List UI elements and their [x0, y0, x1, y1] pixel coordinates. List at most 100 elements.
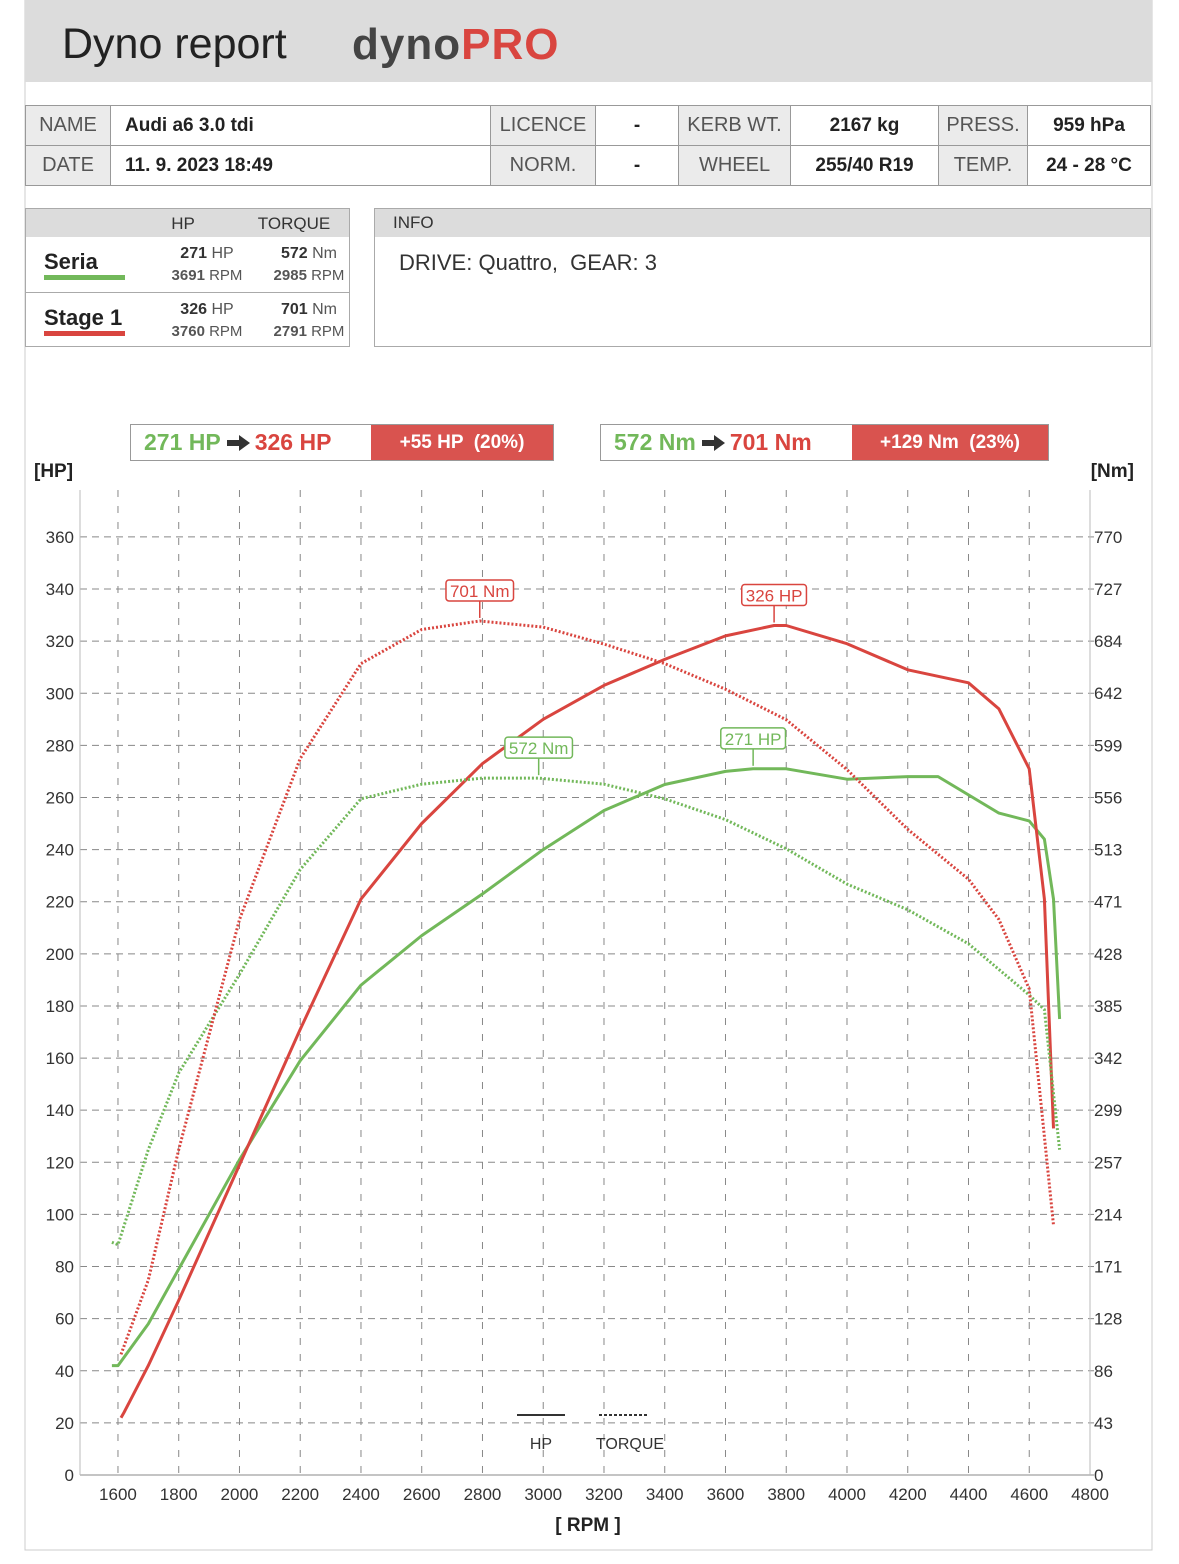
x-tick-label: 4600 [1010, 1485, 1048, 1504]
comparison-from: 271 HP [144, 429, 221, 455]
arrow [701, 434, 725, 451]
peak-number: 271 [180, 245, 207, 262]
x-tick-label: 2400 [342, 1485, 380, 1504]
y2-tick-label: 471 [1094, 893, 1122, 912]
hp-line [119, 624, 1055, 1419]
series-swatch [44, 275, 125, 280]
annotation-box [720, 727, 787, 750]
brand-pro: PRO [461, 20, 560, 69]
x-tick-label: 4000 [828, 1485, 866, 1504]
peak-unit: HP [211, 245, 234, 262]
vehicle-value: 24 - 28 °C [1027, 145, 1151, 186]
y-tick-label: 340 [46, 580, 74, 599]
series-swatch [44, 331, 125, 336]
vehicle-row: NAME Audi a6 3.0 tdi LICENCE - KERB WT. 2167 … [25, 105, 1151, 146]
y2-tick-label: 0 [1094, 1466, 1103, 1485]
vehicle-label: TEMP. [938, 145, 1028, 186]
x-tick-label: 3800 [767, 1485, 805, 1504]
peak-rpm: 2985 RPM [254, 267, 364, 284]
rpm-number: 2791 [273, 323, 307, 340]
comparison-box: 572 Nm 701 Nm +129 Nm (23%) [600, 424, 1049, 461]
y-tick-label: 200 [46, 945, 74, 964]
vehicle-label: NAME [25, 105, 111, 146]
annotation-label: 572 Nm [509, 739, 569, 758]
comparison-to: 701 Nm [729, 429, 812, 455]
peak-value: 326 HP [152, 301, 262, 319]
y2-tick-label: 770 [1094, 528, 1122, 547]
peak-unit: HP [211, 301, 234, 318]
vehicle-table: NAME Audi a6 3.0 tdi LICENCE - KERB WT. 2167 … [25, 105, 1151, 186]
y-tick-label: 80 [55, 1258, 74, 1277]
x-tick-label: 2800 [464, 1485, 502, 1504]
vehicle-value: Audi a6 3.0 tdi [110, 105, 491, 146]
y2-tick-label: 128 [1094, 1310, 1122, 1329]
peak-unit: Nm [312, 301, 338, 318]
comparison-box: 271 HP 326 HP +55 HP (20%) [130, 424, 554, 461]
peak-rpm: 3691 RPM [152, 267, 262, 284]
x-tick-label: 3600 [707, 1485, 745, 1504]
legend-label: HP [530, 1436, 552, 1453]
info-header: INFO [375, 209, 1150, 237]
vehicle-value: 2167 kg [790, 105, 939, 146]
x-tick-label: 3400 [646, 1485, 684, 1504]
brand-dyno: dyno [352, 20, 462, 69]
annotation-label: 701 Nm [450, 582, 510, 601]
x-tick-label: 1800 [160, 1485, 198, 1504]
series-name: Stage 1 [44, 305, 123, 330]
summary-header-hp: HP [171, 214, 195, 233]
comparison-to: 326 HP [254, 429, 332, 455]
y2-tick-label: 214 [1094, 1205, 1122, 1224]
summary-row: Seria 271 HP 3691 RPM 572 Nm 2985 RPM [26, 237, 349, 292]
torque-line [119, 619, 1055, 1355]
y-axis-label: [HP] [34, 461, 73, 482]
y2-tick-label: 171 [1094, 1258, 1122, 1277]
annotation-label: 326 HP [746, 587, 803, 606]
y2-tick-label: 513 [1094, 841, 1122, 860]
annotation-box [504, 736, 574, 759]
annotation-label: 271 HP [725, 730, 782, 749]
y-tick-label: 0 [65, 1466, 74, 1485]
summary-row: Stage 1 326 HP 3760 RPM 701 Nm 2791 RPM [26, 292, 349, 348]
page-frame [24, 0, 1153, 1551]
y-tick-label: 360 [46, 528, 74, 547]
vehicle-value: 255/40 R19 [790, 145, 939, 186]
hp-line [111, 767, 1062, 1368]
annotation-box [740, 583, 808, 607]
comparison-from: 572 Nm [614, 429, 696, 455]
peak-number: 326 [180, 301, 207, 318]
y-tick-label: 180 [46, 997, 74, 1016]
x-tick-label: 3000 [524, 1485, 562, 1504]
y-tick-label: 280 [46, 736, 74, 755]
vehicle-label: LICENCE [490, 105, 596, 146]
y2-axis-label: [Nm] [1091, 461, 1134, 482]
vehicle-row: DATE 11. 9. 2023 18:49 NORM. - WHEEL 255/40 R… [25, 145, 1151, 186]
y-tick-label: 160 [46, 1049, 74, 1068]
y-tick-label: 220 [46, 893, 74, 912]
x-tick-label: 4200 [889, 1485, 927, 1504]
y2-tick-label: 385 [1094, 997, 1122, 1016]
comparison-delta: +129 Nm (23%) [852, 425, 1048, 460]
y2-tick-label: 43 [1094, 1414, 1113, 1433]
info-text: DRIVE: Quattro, GEAR: 3 [399, 250, 657, 275]
x-tick-label: 2000 [221, 1485, 259, 1504]
x-tick-label: 2600 [403, 1485, 441, 1504]
peak-rpm: 2791 RPM [254, 323, 364, 340]
x-tick-label: 4400 [950, 1485, 988, 1504]
y2-tick-label: 599 [1094, 736, 1122, 755]
vehicle-value: 11. 9. 2023 18:49 [110, 145, 491, 186]
summary-header: HP TORQUE [26, 209, 349, 237]
y-tick-label: 120 [46, 1153, 74, 1172]
y-tick-label: 300 [46, 684, 74, 703]
summary-box: HP TORQUE Seria 271 HP 3691 RPM 572 Nm 2985 … [25, 208, 350, 347]
y2-tick-label: 257 [1094, 1153, 1122, 1172]
summary-header-torque: TORQUE [257, 214, 331, 233]
y2-tick-label: 299 [1094, 1101, 1122, 1120]
peak-number: 572 [280, 245, 308, 262]
y2-tick-label: 642 [1094, 684, 1122, 703]
y-tick-label: 60 [55, 1310, 74, 1329]
y-tick-label: 320 [46, 632, 74, 651]
rpm-number: 2985 [273, 267, 307, 284]
vehicle-label: DATE [25, 145, 111, 186]
comparison-delta: +55 HP (20%) [371, 425, 553, 460]
